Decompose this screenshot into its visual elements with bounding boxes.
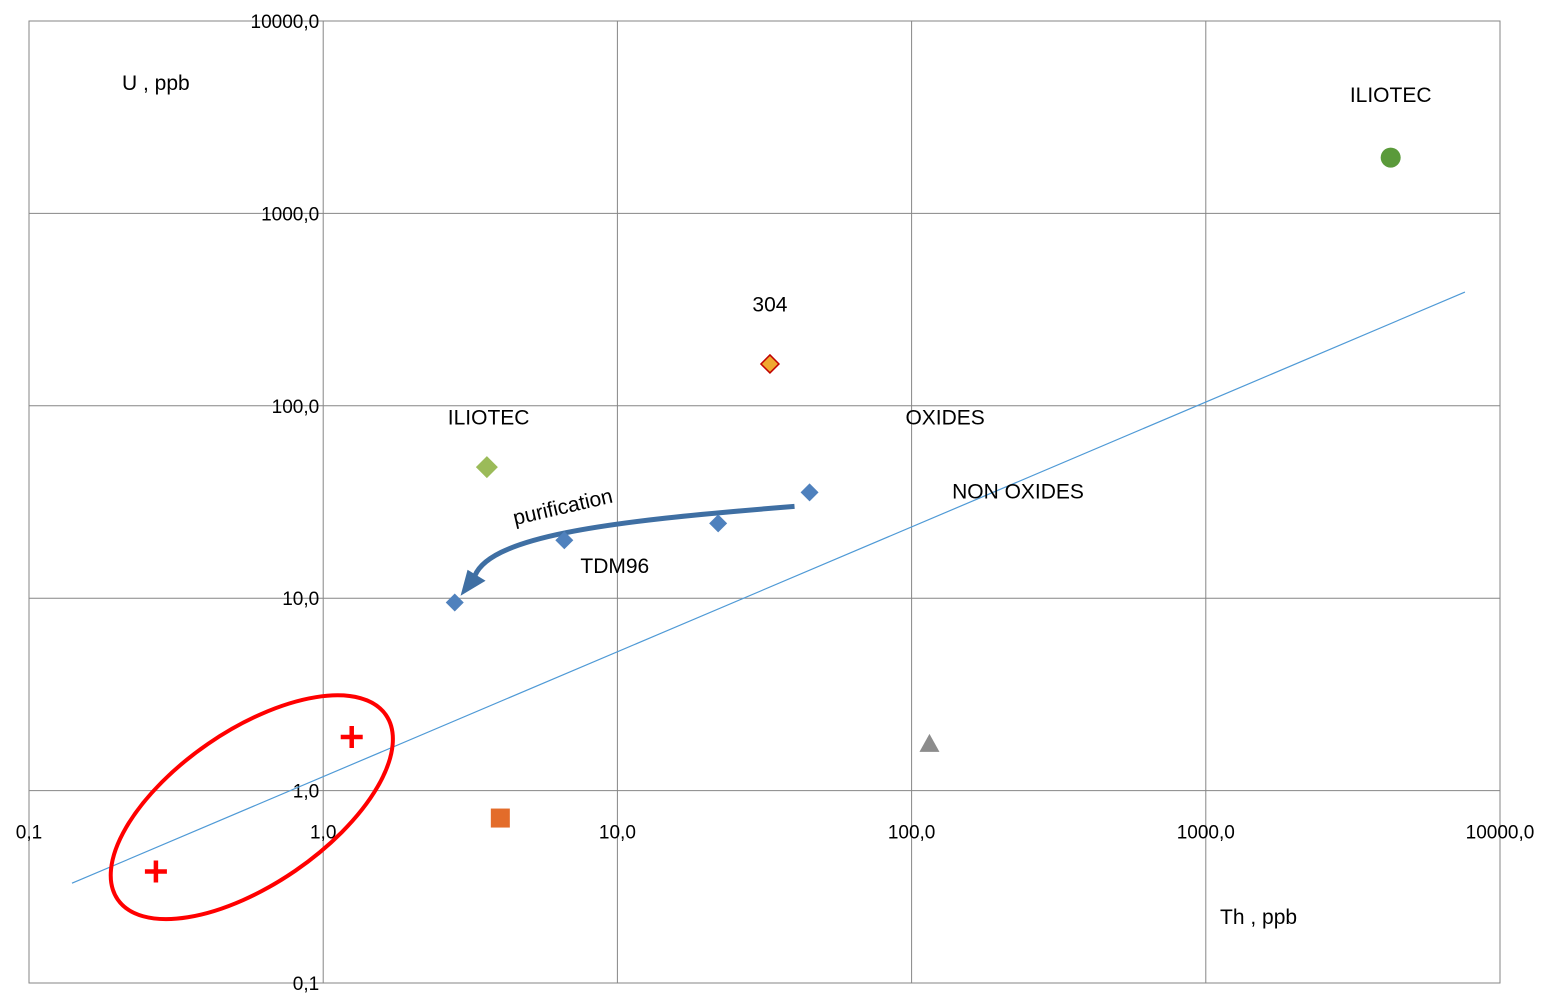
- grid: [28, 20, 1501, 984]
- purification-arrow: [471, 503, 795, 581]
- x-tick-label: 100,0: [888, 823, 936, 844]
- y-tick-label: 0,1: [293, 974, 319, 994]
- y-tick-label: 100,0: [272, 397, 320, 418]
- overlays: [71, 291, 1466, 884]
- annotation-label: ILIOTEC: [448, 406, 530, 429]
- x-tick-label: 10000,0: [1466, 823, 1535, 844]
- diamond-marker: [445, 593, 464, 612]
- x-tick-label: 0,1: [16, 823, 42, 844]
- y-tick-label: 1,0: [293, 782, 319, 803]
- x-tick-label: 1000,0: [1177, 823, 1235, 844]
- purification-arrow-head: [460, 569, 486, 596]
- y-tick-label: 1000,0: [261, 204, 319, 225]
- diamond-marker: [475, 456, 498, 479]
- triangle-marker: [919, 733, 940, 752]
- annotation-label: purification: [511, 485, 615, 530]
- annotation-label: NON OXIDES: [952, 480, 1084, 503]
- annotation-label: 304: [752, 293, 787, 316]
- y-axis-label: U , ppb: [122, 72, 190, 95]
- diamond-marker: [759, 353, 781, 375]
- tick-labels: 0,1 1,0 10,0 100,0 1000,0 10000,0 0,1 1,0 10,0 10…: [16, 12, 1535, 994]
- y-tick-label: 10000,0: [251, 12, 320, 33]
- circle-marker: [1380, 147, 1401, 168]
- data-points: [144, 147, 1401, 883]
- oxide-boundary-line: [71, 291, 1466, 884]
- diamond-marker: [555, 531, 574, 550]
- diamond-marker: [800, 483, 819, 502]
- x-tick-label: 1,0: [310, 823, 336, 844]
- annotations: ILIOTEC ILIOTEC 304 OXIDES NON OXIDES TDM96 pu…: [448, 84, 1432, 578]
- diamond-marker: [709, 514, 728, 533]
- highlight-ellipse: [108, 693, 395, 922]
- plot-border: [28, 20, 1501, 984]
- square-marker: [490, 808, 510, 828]
- x-tick-label: 10,0: [599, 823, 636, 844]
- annotation-label: ILIOTEC: [1350, 84, 1432, 107]
- plus-marker: [144, 860, 167, 883]
- annotation-label: TDM96: [580, 555, 649, 578]
- y-tick-label: 10,0: [282, 589, 319, 610]
- x-axis-label: Th , ppb: [1220, 906, 1297, 929]
- plus-marker: [340, 725, 363, 748]
- annotation-label: OXIDES: [905, 406, 984, 429]
